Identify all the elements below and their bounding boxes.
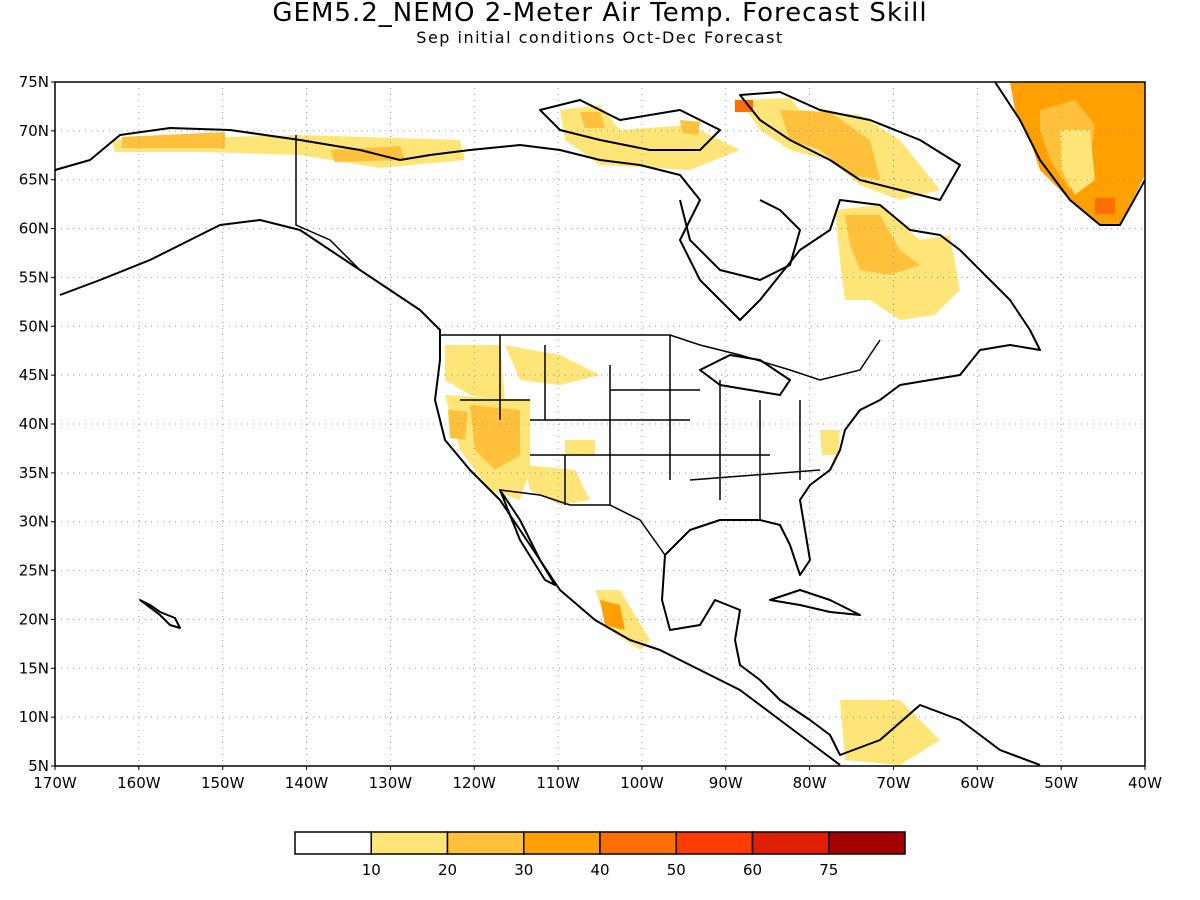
longitude-label: 100W (620, 774, 664, 792)
map-frame (54, 81, 1146, 767)
latitude-label: 50N (19, 317, 49, 335)
longitude-label: 60W (960, 774, 994, 792)
longitude-label: 140W (285, 774, 329, 792)
skill-region-arctic-islands (560, 105, 740, 170)
coastline-north-america (54, 127, 1041, 766)
legend-label: 30 (514, 861, 533, 879)
legend-swatch (523, 831, 601, 855)
legend-label: 20 (438, 861, 457, 879)
latitude-label: 75N (19, 73, 49, 91)
longitude-label: 70W (877, 774, 911, 792)
longitude-label: 120W (452, 774, 496, 792)
latitude-label: 15N (19, 659, 49, 677)
legend-swatch (599, 831, 677, 855)
coastline-arctic-islands (539, 99, 721, 151)
skill-region-greenland-weak (1060, 130, 1095, 195)
legend-swatch (675, 831, 754, 855)
coastline-hudson-bay (679, 199, 801, 281)
map-subtitle: Sep initial conditions Oct-Dec Forecast (416, 28, 784, 47)
border-alaska-canada (295, 135, 361, 271)
skill-region-southwest (525, 465, 590, 505)
skill-region-alaska-north-core (122, 132, 405, 162)
skill-region-arctic-islands-core (580, 112, 700, 135)
skill-region-greenland-peak (1095, 198, 1115, 214)
longitude-label: 110W (536, 774, 580, 792)
skill-region-colorado-plateau (565, 440, 595, 455)
latitude-label: 30N (19, 513, 49, 531)
borders-us-states (460, 335, 821, 520)
latitude-label: 5N (28, 757, 49, 775)
skill-region-central-mexico-core (600, 600, 625, 630)
longitude-label: 130W (369, 774, 413, 792)
latitude-label: 65N (19, 171, 49, 189)
coastlines (54, 81, 1146, 766)
legend-swatch (370, 831, 449, 855)
longitude-label: 50W (1044, 774, 1078, 792)
skill-region-pacific-northwest (445, 345, 505, 400)
latitude-label: 35N (19, 464, 49, 482)
map-title: GEM5.2_NEMO 2-Meter Air Temp. Forecast S… (272, 0, 928, 28)
coastline-greenland (994, 81, 1146, 226)
longitude-label: 160W (117, 774, 161, 792)
latitude-label: 10N (19, 708, 49, 726)
skill-region-mid-atlantic (820, 430, 840, 455)
skill-region-labrador-core (845, 215, 920, 275)
legend-label: 50 (667, 861, 686, 879)
legend-label: 40 (590, 861, 609, 879)
coastline-baja (499, 489, 556, 586)
legend-label: 75 (819, 861, 838, 879)
coastline-hawaii (139, 599, 181, 629)
latitude-label: 55N (19, 268, 49, 286)
latitude-label: 70N (19, 122, 49, 140)
legend-label: 60 (743, 861, 762, 879)
skill-shading (112, 82, 1145, 765)
coastline-great-lakes (699, 354, 791, 396)
legend-swatch (751, 831, 830, 855)
latitude-label: 40N (19, 415, 49, 433)
border-us-mexico (499, 489, 666, 556)
skill-region-northern-rockies (505, 345, 600, 385)
latitude-label: 25N (19, 562, 49, 580)
skill-region-baffin-core (780, 110, 880, 180)
coastline-cuba (769, 589, 861, 616)
legend-swatch (294, 831, 372, 855)
latitude-label: 60N (19, 220, 49, 238)
coastline-baffin (739, 91, 961, 201)
longitude-label: 150W (201, 774, 245, 792)
political-borders (295, 135, 881, 556)
coastline-pacific (59, 219, 841, 766)
longitude-label: 80W (793, 774, 827, 792)
latitude-label: 45N (19, 366, 49, 384)
legend-swatch (828, 831, 906, 855)
longitude-label: 90W (709, 774, 743, 792)
border-canada-us (440, 334, 881, 381)
skill-region-baffin-hot (735, 100, 753, 112)
legend-label: 10 (362, 861, 381, 879)
latitude-labels: 75N 70N 65N 60N 55N 50N 45N 40N 35N 30N 25N 20N 15N 1… (19, 73, 55, 775)
longitude-labels: 170W 160W 150W 140W 130W 120W 110W 100W 90W 80W 70… (33, 766, 1162, 792)
latitude-label: 20N (19, 610, 49, 628)
gridlines (55, 82, 1145, 766)
longitude-label: 170W (33, 774, 77, 792)
skill-region-great-basin-core (448, 405, 520, 470)
legend-swatch (446, 831, 525, 855)
color-legend: 10 20 30 40 50 60 75 (294, 831, 906, 879)
longitude-label: 40W (1128, 774, 1162, 792)
